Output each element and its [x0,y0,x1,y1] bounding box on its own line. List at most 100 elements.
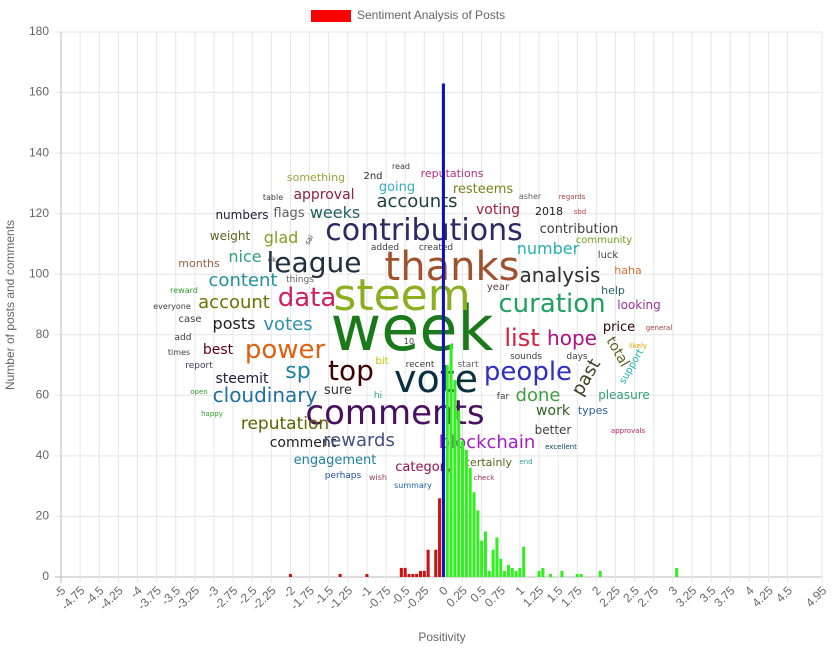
word: happy [201,410,223,418]
word: price [603,320,635,335]
bar [472,492,476,577]
word: steemit [215,371,269,387]
bar [453,380,457,577]
bar [288,573,292,577]
word: steem [333,270,470,321]
bars [288,83,679,577]
word: contribution [540,222,619,237]
bar [518,567,522,577]
word: case [179,314,202,325]
bar [480,540,484,577]
x-tick-label: 3.75 [711,583,738,610]
word: something [287,171,345,184]
word: resteems [453,182,514,197]
word: people [484,357,572,387]
word: general [646,324,673,332]
word: accounts [376,191,457,212]
word: start [458,360,479,370]
word: hope [547,326,597,350]
x-tick-label: 4.95 [803,583,830,610]
word: check [474,474,495,482]
bar [491,549,495,577]
word: posts [213,314,256,333]
bar [560,570,564,577]
x-tick-label: 0.25 [443,583,470,610]
bar [514,570,518,577]
word: help [601,284,625,297]
word: hi [374,391,382,401]
word: number [517,239,580,258]
word: things [286,275,314,285]
word: work [536,403,571,419]
word: pleasure [598,388,650,402]
word: sounds [510,352,542,362]
word: league [267,246,362,279]
word: times [168,348,190,357]
bar [426,549,430,577]
bar [506,564,510,577]
x-tick-label: 4.5 [773,583,795,605]
word: better [535,423,572,437]
bar [487,570,491,577]
y-tick-label: 0 [42,569,49,583]
word: account [198,292,270,313]
bar [415,573,419,577]
word: numbers [215,208,268,222]
word: power [245,335,326,365]
bar [411,573,415,577]
word: going [379,180,415,195]
bar [457,410,461,577]
word: thanks [385,244,520,290]
word: week [331,292,494,365]
word: blockchain [439,432,536,453]
bar [441,83,445,577]
bar [541,567,545,577]
bar [403,567,407,577]
word: recent [406,360,435,370]
word: glad [264,228,299,247]
word: types [578,404,609,417]
word: read [392,162,410,171]
bar [503,570,507,577]
word: best [203,342,234,358]
word: excellent [545,443,577,451]
bar [476,510,480,577]
bar [418,570,422,577]
y-tick-label: 40 [36,448,50,462]
bar [598,570,602,577]
x-tick-label: 1.75 [558,583,585,610]
legend-swatch[interactable] [311,10,351,22]
bar [548,573,553,577]
word: summary [394,481,432,490]
word: reputation [241,414,329,434]
word: approval [293,187,354,203]
word: added [371,243,399,253]
word: asher [519,192,542,201]
bar [499,558,503,577]
bar [365,573,369,577]
word: rewards [323,430,395,451]
word: table [263,193,283,202]
word: months [178,257,220,270]
word: days [566,352,588,362]
x-tick-label: 4.25 [749,583,776,610]
word: comment [270,435,337,451]
word: certainly [464,456,512,469]
bar [338,573,342,577]
y-tick-label: 140 [29,145,49,159]
bar [522,546,526,577]
word: flags [273,206,304,221]
word: year [487,282,510,293]
word: sure [324,383,352,398]
word: wish [369,473,387,482]
word: looking [617,298,661,312]
y-tick-label: 20 [36,509,50,523]
word: reward [170,286,198,295]
word: nice [228,247,261,266]
word: regards [559,193,586,201]
word: reputations [421,167,484,180]
legend-label[interactable]: Sentiment Analysis of Posts [357,8,505,22]
x-tick-label: 2.25 [596,583,623,610]
word: everyone [153,302,191,311]
